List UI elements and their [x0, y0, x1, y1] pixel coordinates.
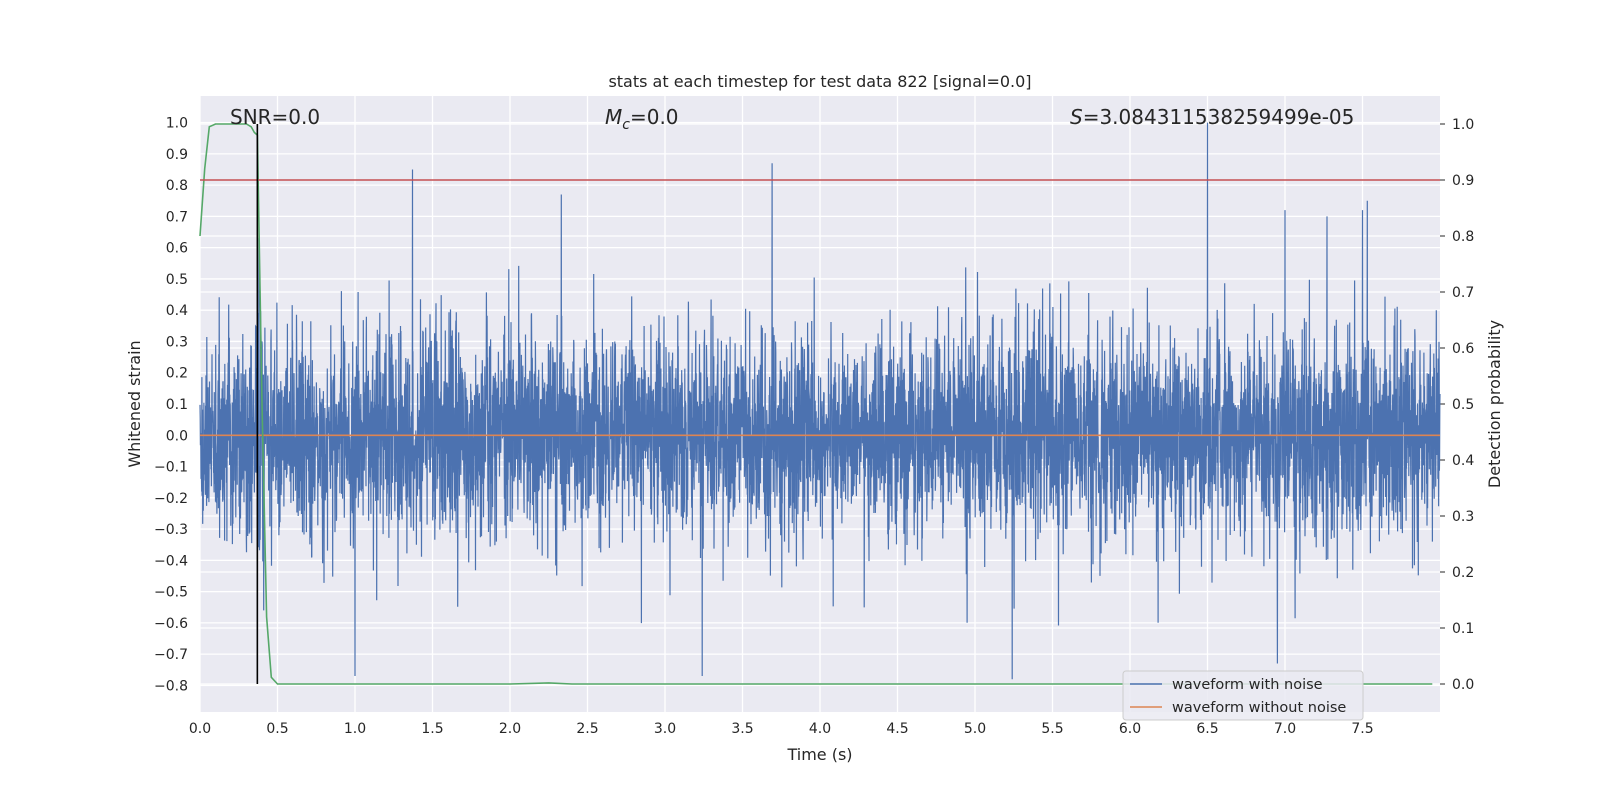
x-tick-label: 4.5 — [886, 721, 908, 737]
y-tick-label: −0.2 — [154, 491, 188, 507]
y-tick-label: 0.3 — [166, 334, 188, 350]
series-waveform-with-noise — [199, 122, 1441, 680]
y-tick-label: 0.7 — [166, 209, 188, 225]
x-tick-label: 2.5 — [576, 721, 598, 737]
y-right-tick-label: 0.3 — [1452, 509, 1474, 525]
x-tick-labels: 0.0 0.5 1.0 1.5 2.0 2.5 3.0 3.5 4.0 4.5 5.0 5.5 6.0 6… — [189, 721, 1374, 737]
x-tick-label: 3.0 — [654, 721, 676, 737]
y-tick-labels: 1.0 0.9 0.8 0.7 0.6 0.5 0.4 0.3 0.2 0.1 0.0 −0.1 −0.… — [154, 116, 188, 695]
legend: waveform with noise waveform without noi… — [1122, 670, 1364, 721]
y-right-tick-label: 0.5 — [1452, 397, 1474, 413]
legend-box — [1122, 670, 1364, 721]
y-tick-label: 0.6 — [166, 241, 188, 257]
x-axis-label: Time (s) — [786, 745, 852, 764]
s-value: =3.084311538259499e-05 — [1083, 105, 1355, 129]
y-right-tick-label: 0.0 — [1452, 677, 1474, 693]
y-right-tick-label: 1.0 — [1452, 117, 1474, 133]
chirp-mass-annotation: Mc=0.0 — [605, 105, 679, 133]
x-tick-label: 6.0 — [1119, 721, 1141, 737]
y-right-tick-label: 0.2 — [1452, 565, 1474, 581]
y-tick-label: −0.6 — [154, 616, 188, 632]
chart-title: stats at each timestep for test data 822… — [608, 72, 1031, 91]
y-tick-label: 0.2 — [166, 366, 188, 382]
y-axis-label: Whitened strain — [125, 340, 144, 467]
y-right-tick-label: 0.4 — [1452, 453, 1474, 469]
snr-annotation: SNR=0.0 — [230, 105, 320, 129]
x-tick-label: 3.5 — [731, 721, 753, 737]
chirp-mass-subscript: c — [622, 117, 630, 133]
series-detection-probability — [199, 123, 1433, 685]
y-tick-label: 0.5 — [166, 272, 188, 288]
y-right-tick-label: 0.1 — [1452, 621, 1474, 637]
x-tick-label: 0.0 — [189, 721, 211, 737]
y-tick-label: −0.7 — [154, 647, 188, 663]
y-tick-label: 0.0 — [166, 428, 188, 444]
x-tick-label: 5.0 — [964, 721, 986, 737]
x-tick-label: 0.5 — [266, 721, 288, 737]
y-right-tick-label: 0.8 — [1452, 229, 1474, 245]
y-tick-label: −0.3 — [154, 522, 188, 538]
x-tick-label: 7.5 — [1351, 721, 1373, 737]
y-right-tick-label: 0.6 — [1452, 341, 1474, 357]
chirp-mass-value: =0.0 — [630, 105, 679, 129]
x-tick-label: 6.5 — [1196, 721, 1218, 737]
y-right-axis-label: Detection probability — [1485, 320, 1504, 488]
x-tick-label: 2.0 — [499, 721, 521, 737]
waveform-with-noise-line — [199, 122, 1441, 680]
y-tick-label: 0.9 — [166, 147, 188, 163]
chirp-mass-symbol: M — [605, 105, 622, 129]
y-tick-label: 0.4 — [166, 303, 188, 319]
detection-probability-line — [199, 123, 1433, 685]
x-tick-label: 5.5 — [1041, 721, 1063, 737]
y-tick-label: 0.1 — [166, 397, 188, 413]
legend-label-noise: waveform with noise — [1172, 677, 1323, 693]
x-tick-label: 7.0 — [1274, 721, 1296, 737]
x-tick-label: 1.5 — [421, 721, 443, 737]
y-tick-label: 0.8 — [166, 178, 188, 194]
s-symbol: S — [1070, 105, 1083, 129]
y-tick-label: 1.0 — [166, 116, 188, 132]
x-tick-label: 1.0 — [344, 721, 366, 737]
x-tick-label: 4.0 — [809, 721, 831, 737]
y-right-tick-label: 0.9 — [1452, 173, 1474, 189]
y-tick-label: −0.4 — [154, 553, 188, 569]
legend-label-clean: waveform without noise — [1172, 700, 1346, 716]
y-tick-label: −0.1 — [154, 460, 188, 476]
y-right-tick-label: 0.7 — [1452, 285, 1474, 301]
y-tick-label: −0.8 — [154, 678, 188, 694]
s-annotation: S=3.084311538259499e-05 — [1070, 105, 1354, 129]
y-tick-label: −0.5 — [154, 585, 188, 601]
y-right-tick-labels: 1.0 0.9 0.8 0.7 0.6 0.5 0.4 0.3 0.2 0.1 0.0 — [1452, 117, 1474, 693]
